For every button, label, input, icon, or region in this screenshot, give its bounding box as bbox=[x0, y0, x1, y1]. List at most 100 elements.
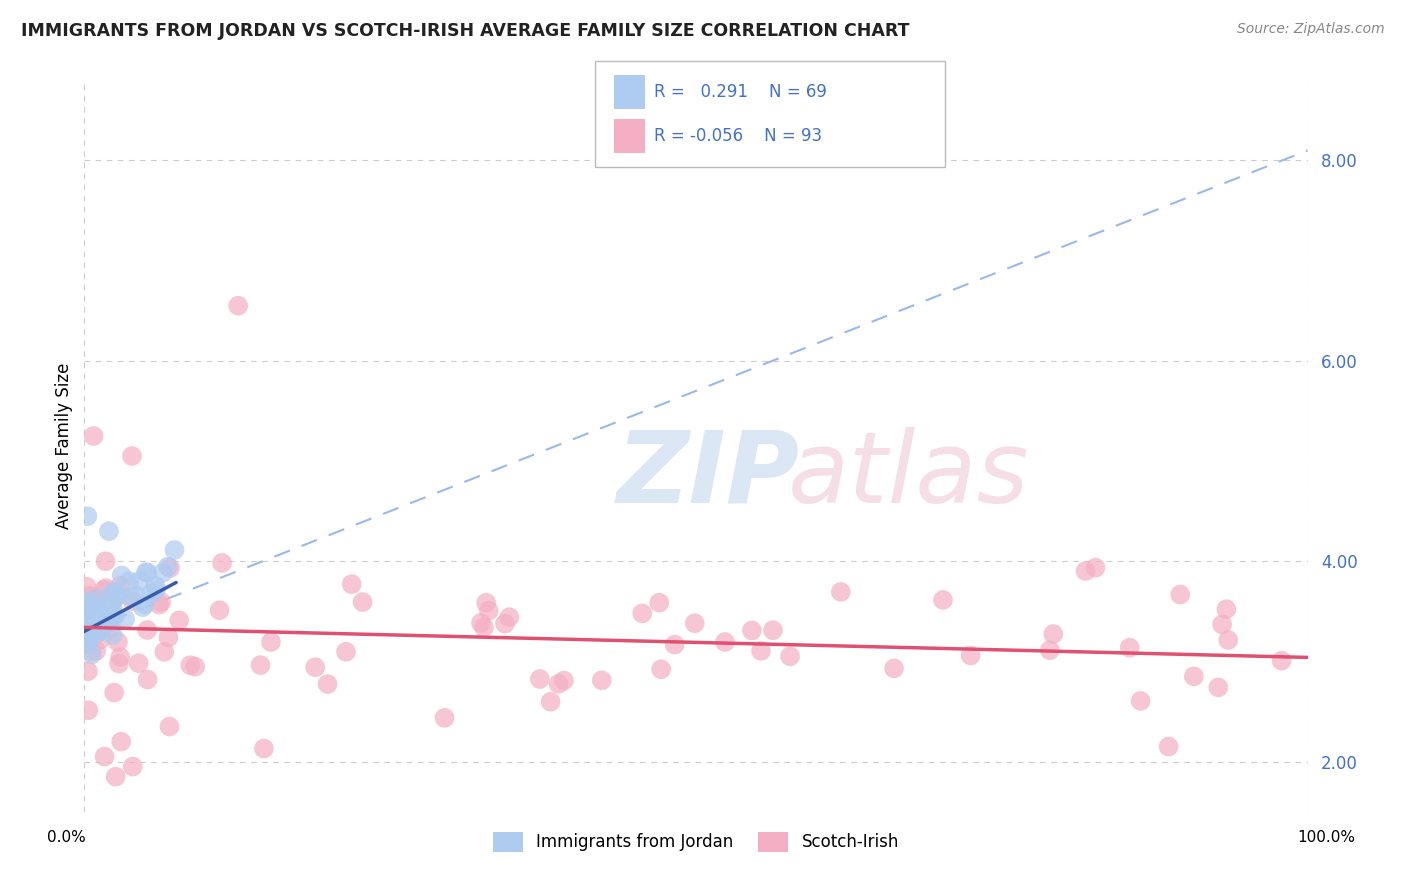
Point bbox=[1074, 564, 1097, 578]
Point bbox=[76, 580, 98, 594]
Point bbox=[152, 566, 174, 580]
Point bbox=[90, 632, 112, 646]
Point bbox=[80, 648, 103, 662]
Point bbox=[94, 554, 117, 568]
Point bbox=[352, 595, 374, 609]
Point bbox=[80, 616, 103, 631]
Point bbox=[340, 577, 363, 591]
Y-axis label: Average Family Size: Average Family Size bbox=[55, 363, 73, 529]
Point bbox=[110, 578, 132, 592]
Point bbox=[208, 603, 231, 617]
Point bbox=[316, 677, 339, 691]
Point bbox=[470, 615, 492, 630]
Point bbox=[105, 589, 128, 603]
Legend: Immigrants from Jordan, Scotch-Irish: Immigrants from Jordan, Scotch-Irish bbox=[486, 826, 905, 858]
Point bbox=[1157, 739, 1180, 754]
Point bbox=[80, 628, 103, 642]
Point bbox=[335, 645, 357, 659]
Point bbox=[249, 658, 271, 673]
Point bbox=[120, 590, 142, 604]
Point bbox=[121, 594, 143, 608]
Point bbox=[184, 659, 207, 673]
Point bbox=[79, 622, 101, 636]
Point bbox=[1215, 602, 1237, 616]
Point bbox=[153, 645, 176, 659]
Point bbox=[79, 599, 101, 614]
Point bbox=[714, 635, 737, 649]
Point bbox=[145, 583, 167, 598]
Point bbox=[77, 637, 100, 651]
Point bbox=[478, 604, 501, 618]
Point bbox=[304, 660, 326, 674]
Text: IMMIGRANTS FROM JORDAN VS SCOTCH-IRISH AVERAGE FAMILY SIZE CORRELATION CHART: IMMIGRANTS FROM JORDAN VS SCOTCH-IRISH A… bbox=[21, 22, 910, 40]
Point bbox=[648, 596, 671, 610]
Text: atlas: atlas bbox=[787, 426, 1029, 524]
Point bbox=[136, 623, 159, 637]
Point bbox=[79, 598, 101, 612]
Point bbox=[79, 622, 101, 636]
Point bbox=[76, 625, 98, 640]
Point bbox=[73, 625, 96, 640]
Point bbox=[73, 622, 96, 636]
Point bbox=[97, 616, 120, 631]
Point bbox=[75, 608, 97, 623]
Point bbox=[77, 703, 100, 717]
Point bbox=[475, 596, 498, 610]
Point bbox=[101, 628, 124, 642]
Point bbox=[82, 621, 104, 635]
Point bbox=[741, 624, 763, 638]
Point bbox=[1182, 669, 1205, 683]
Point bbox=[553, 673, 575, 688]
Text: R = -0.056    N = 93: R = -0.056 N = 93 bbox=[654, 127, 823, 145]
Point bbox=[159, 561, 181, 575]
Point bbox=[128, 574, 150, 588]
Point bbox=[101, 595, 124, 609]
Point bbox=[91, 599, 114, 613]
Point bbox=[145, 579, 167, 593]
Point bbox=[547, 677, 569, 691]
Point bbox=[108, 650, 131, 665]
Point bbox=[84, 602, 107, 616]
Point bbox=[118, 574, 141, 589]
Point bbox=[1084, 560, 1107, 574]
Point bbox=[77, 615, 100, 629]
Point bbox=[121, 449, 143, 463]
Point bbox=[76, 606, 98, 620]
Point bbox=[90, 624, 112, 638]
Point bbox=[93, 749, 115, 764]
Point bbox=[79, 617, 101, 632]
Point bbox=[77, 624, 100, 638]
Point bbox=[1206, 681, 1229, 695]
Point bbox=[959, 648, 981, 663]
Point bbox=[75, 601, 97, 615]
Point bbox=[75, 601, 97, 615]
Point bbox=[75, 599, 97, 613]
Point bbox=[101, 585, 124, 599]
Point bbox=[749, 644, 772, 658]
Point bbox=[135, 565, 157, 579]
Point bbox=[79, 601, 101, 615]
Point bbox=[73, 618, 96, 632]
Point bbox=[84, 644, 107, 658]
Point bbox=[75, 637, 97, 651]
Point bbox=[100, 613, 122, 627]
Point bbox=[86, 591, 108, 606]
Point bbox=[79, 589, 101, 603]
Point bbox=[148, 598, 170, 612]
Point bbox=[105, 589, 128, 603]
Point bbox=[77, 602, 100, 616]
Point bbox=[136, 673, 159, 687]
Point bbox=[167, 613, 190, 627]
Point bbox=[80, 644, 103, 658]
Text: Source: ZipAtlas.com: Source: ZipAtlas.com bbox=[1237, 22, 1385, 37]
Point bbox=[114, 612, 136, 626]
Point bbox=[128, 656, 150, 670]
Point bbox=[77, 632, 100, 647]
Text: ZIP: ZIP bbox=[616, 426, 800, 524]
Point bbox=[779, 649, 801, 664]
Point bbox=[664, 638, 686, 652]
Point bbox=[683, 616, 706, 631]
Point bbox=[84, 615, 107, 630]
Point bbox=[131, 600, 153, 615]
Point bbox=[111, 568, 134, 582]
